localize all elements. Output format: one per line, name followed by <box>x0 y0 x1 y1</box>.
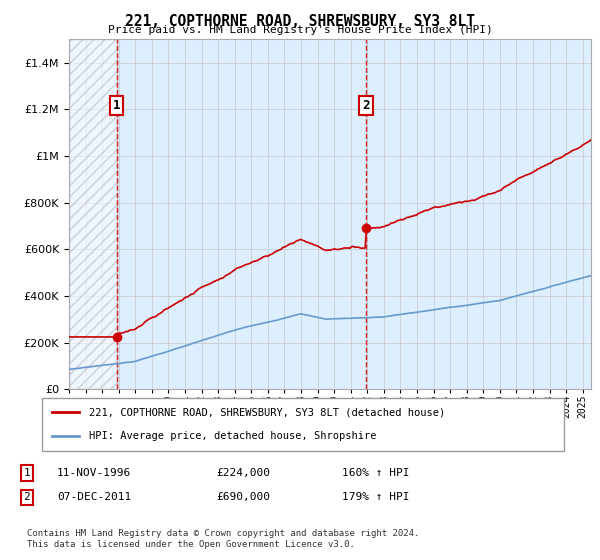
Text: Contains HM Land Registry data © Crown copyright and database right 2024.
This d: Contains HM Land Registry data © Crown c… <box>27 529 419 549</box>
Text: 160% ↑ HPI: 160% ↑ HPI <box>342 468 409 478</box>
Text: 221, COPTHORNE ROAD, SHREWSBURY, SY3 8LT: 221, COPTHORNE ROAD, SHREWSBURY, SY3 8LT <box>125 14 475 29</box>
Text: £224,000: £224,000 <box>216 468 270 478</box>
Text: £690,000: £690,000 <box>216 492 270 502</box>
FancyBboxPatch shape <box>42 398 564 451</box>
Text: 221, COPTHORNE ROAD, SHREWSBURY, SY3 8LT (detached house): 221, COPTHORNE ROAD, SHREWSBURY, SY3 8LT… <box>89 408 445 418</box>
Text: 07-DEC-2011: 07-DEC-2011 <box>57 492 131 502</box>
Text: 1: 1 <box>23 468 31 478</box>
Text: 2: 2 <box>362 99 370 112</box>
Text: HPI: Average price, detached house, Shropshire: HPI: Average price, detached house, Shro… <box>89 431 376 441</box>
Text: 2: 2 <box>23 492 31 502</box>
Text: Price paid vs. HM Land Registry's House Price Index (HPI): Price paid vs. HM Land Registry's House … <box>107 25 493 35</box>
Text: 11-NOV-1996: 11-NOV-1996 <box>57 468 131 478</box>
Text: 179% ↑ HPI: 179% ↑ HPI <box>342 492 409 502</box>
Bar <box>69 39 116 389</box>
Text: 1: 1 <box>113 99 121 112</box>
